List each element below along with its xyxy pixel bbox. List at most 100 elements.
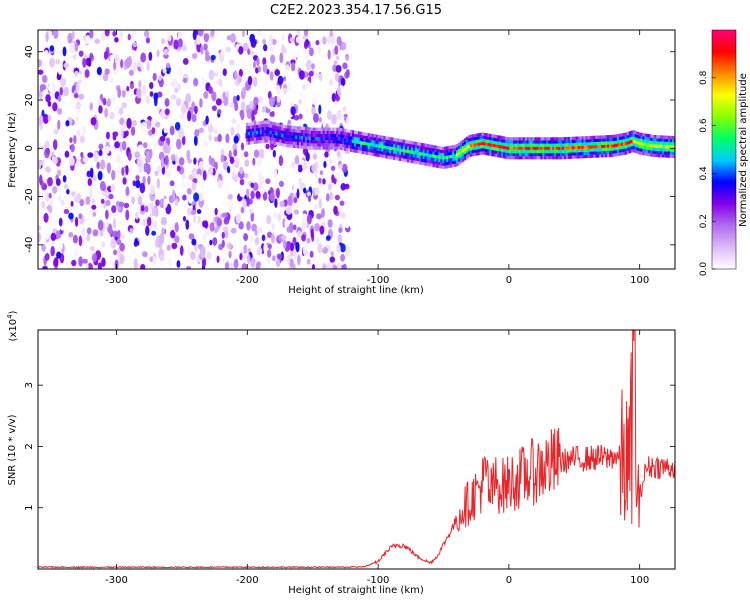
heatmap-cell: [501, 154, 504, 159]
heatmap-cell: [178, 157, 185, 166]
heatmap-cell: [198, 192, 204, 202]
heatmap-cell: [178, 132, 184, 139]
heatmap-cell: [289, 37, 295, 43]
heatmap-cell: [97, 170, 103, 181]
heatmap-cell: [505, 149, 508, 153]
heatmap-cell: [277, 138, 281, 143]
heatmap-cell: [43, 212, 49, 223]
heatmap-cell: [261, 136, 265, 140]
heatmap-cell: [365, 135, 369, 140]
heatmap-cell: [393, 147, 396, 151]
heatmap-cell: [542, 149, 545, 154]
heatmap-cell: [289, 138, 292, 142]
heatmap-cell: [391, 140, 394, 144]
heatmap-cell: [563, 155, 567, 160]
heatmap-cell: [44, 229, 50, 240]
heatmap-cell: [601, 135, 604, 139]
heatmap-cell: [330, 165, 336, 171]
heatmap-cell: [272, 255, 276, 262]
heatmap-cell: [191, 238, 197, 246]
heatmap-cell: [587, 136, 591, 140]
y-tick-label: 0: [24, 145, 35, 151]
heatmap-cell: [420, 152, 424, 156]
heatmap-cell: [234, 69, 238, 80]
heatmap-cell: [109, 111, 115, 120]
heatmap-cell: [424, 156, 428, 160]
heatmap-cell: [269, 140, 273, 144]
heatmap-cell: [652, 147, 655, 151]
heatmap-cell: [68, 212, 74, 220]
heatmap-cell: [495, 153, 498, 158]
heatmap-cell: [344, 138, 347, 142]
heatmap-cell: [393, 153, 396, 157]
heatmap-cell: [313, 113, 319, 123]
heatmap-cell: [86, 227, 92, 235]
heatmap-cell: [634, 131, 638, 135]
heatmap-cell: [318, 140, 322, 144]
heatmap-cell: [473, 140, 477, 144]
heatmap-cell: [536, 146, 540, 150]
heatmap-cell: [146, 216, 152, 227]
heatmap-cell: [338, 163, 343, 170]
heatmap-cell: [310, 133, 314, 138]
heatmap-cell: [442, 153, 445, 157]
heatmap-cell: [331, 174, 335, 184]
heatmap-cell: [294, 155, 300, 166]
heatmap-cell: [622, 148, 626, 152]
heatmap-cell: [414, 141, 418, 146]
heatmap-cell: [656, 138, 659, 142]
heatmap-cell: [297, 254, 301, 266]
heatmap-cell: [61, 128, 66, 137]
heatmap-cell: [308, 130, 312, 134]
heatmap-cell: [237, 75, 242, 84]
heatmap-cell: [479, 145, 483, 149]
heatmap-cell: [275, 132, 279, 136]
heatmap-cell: [301, 162, 308, 171]
heatmap-cell: [297, 135, 300, 139]
heatmap-cell: [98, 105, 103, 114]
heatmap-cell: [79, 135, 86, 144]
heatmap-cell: [49, 45, 55, 52]
spectrogram-ylabel: Frequency (Hz): [7, 112, 18, 188]
heatmap-cell: [371, 140, 375, 144]
heatmap-cell: [331, 114, 337, 125]
heatmap-cell: [39, 123, 44, 131]
heatmap-cell: [340, 140, 343, 144]
heatmap-cell: [412, 147, 416, 151]
heatmap-cell: [428, 163, 432, 167]
heatmap-cell: [448, 152, 451, 156]
heatmap-cell: [336, 150, 341, 158]
heatmap-cell: [131, 30, 137, 39]
heatmap-cell: [518, 140, 522, 144]
colorbar-tick-label: 0.0: [699, 262, 709, 277]
heatmap-cell: [554, 146, 557, 150]
heatmap-cell: [142, 251, 148, 258]
heatmap-cell: [575, 155, 579, 159]
heatmap-cell: [169, 125, 175, 136]
heatmap-cell: [226, 35, 232, 41]
heatmap-cell: [481, 151, 485, 155]
heatmap-cell: [444, 149, 447, 153]
heatmap-cell: [342, 131, 345, 135]
heatmap-cell: [76, 129, 81, 137]
heatmap-cell: [181, 180, 186, 189]
heatmap-cell: [304, 50, 310, 61]
heatmap-cell: [589, 145, 593, 149]
heatmap-cell: [261, 130, 265, 134]
heatmap-cell: [339, 200, 345, 206]
heatmap-cell: [616, 140, 620, 144]
heatmap-cell: [310, 140, 314, 144]
heatmap-cell: [383, 142, 387, 146]
heatmap-cell: [483, 148, 487, 152]
heatmap-cell: [507, 140, 510, 144]
heatmap-cell: [662, 151, 665, 155]
heatmap-cell: [218, 196, 224, 207]
heatmap-cell: [310, 130, 314, 134]
heatmap-cell: [660, 138, 663, 142]
heatmap-cell: [554, 137, 557, 141]
heatmap-cell: [326, 143, 330, 147]
heatmap-cell: [175, 138, 182, 150]
heatmap-cell: [257, 65, 261, 73]
heatmap-cell: [303, 40, 309, 50]
heatmap-cell: [69, 42, 76, 54]
